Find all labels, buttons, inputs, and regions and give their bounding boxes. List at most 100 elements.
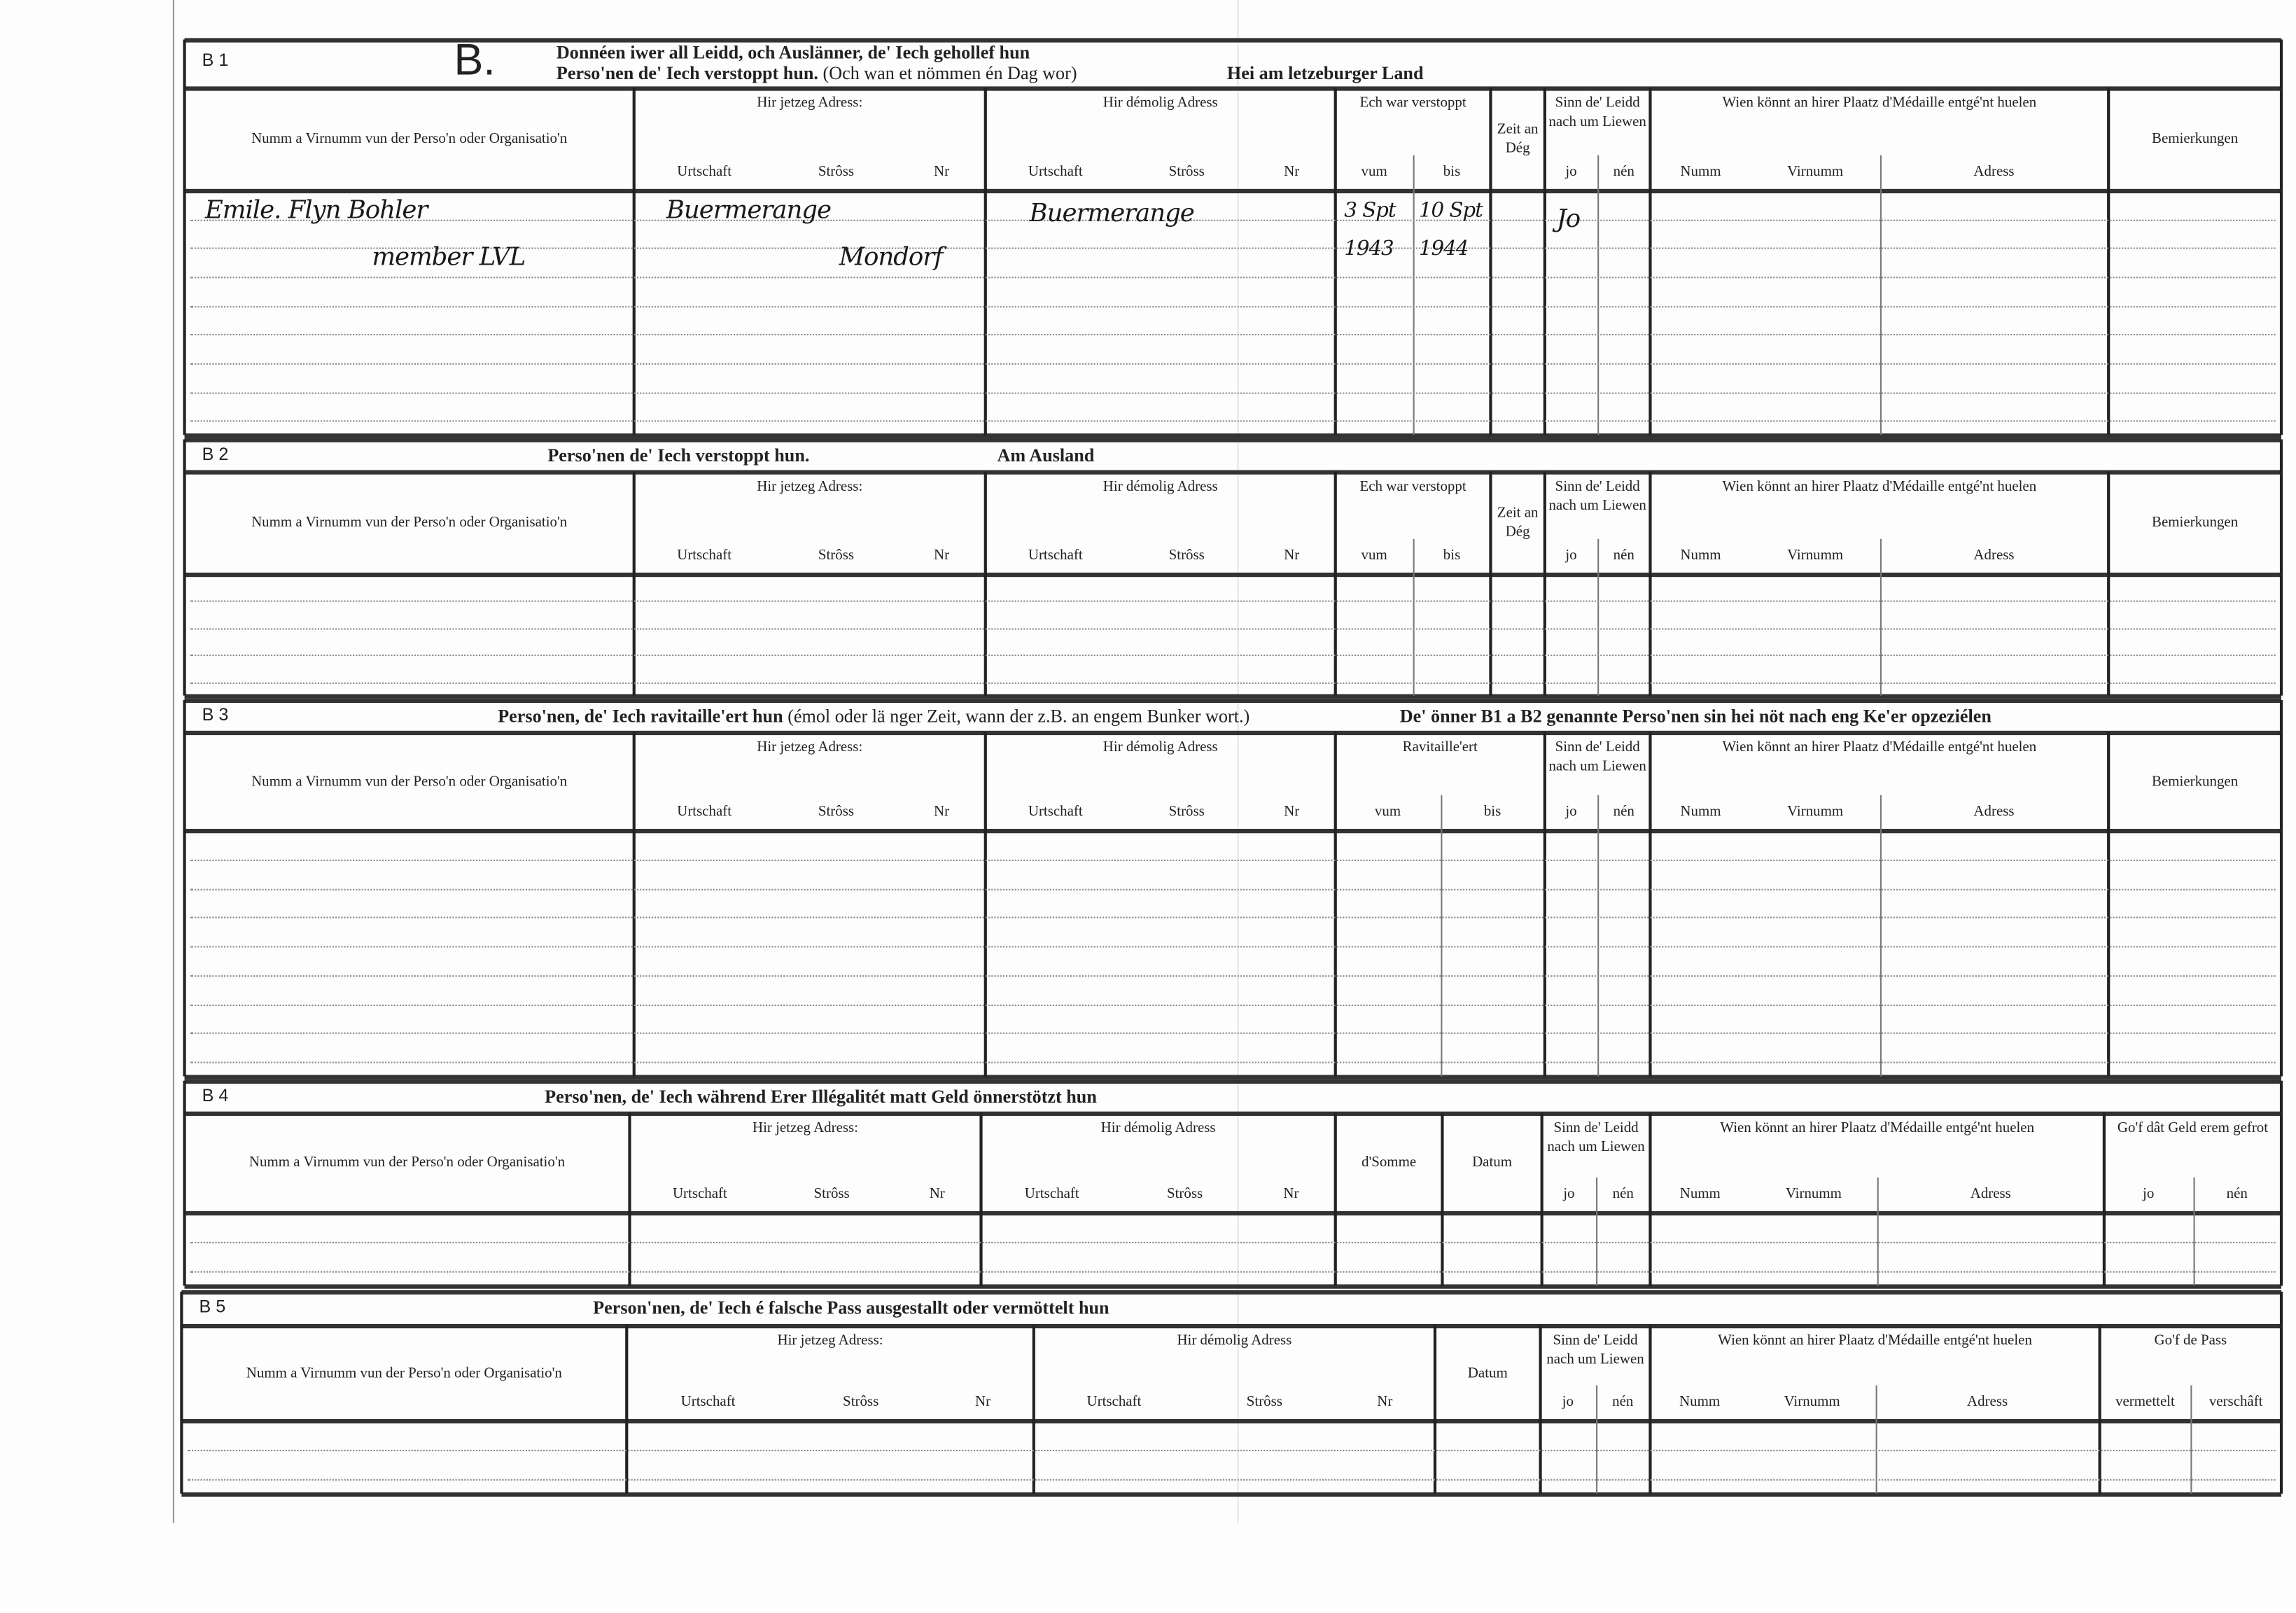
subcolumn-divider [1413, 538, 1415, 696]
column-header: Ech war verstoppt vum bis [1336, 88, 1491, 190]
subcolumn-label: Nr [975, 1394, 991, 1411]
rule [184, 828, 2282, 834]
subcolumn-label: jo [1565, 804, 1577, 821]
handwritten-hidden-from[interactable]: 3 Spt [1344, 199, 1396, 223]
subcolumn-label: Nr [933, 547, 950, 564]
subcolumn-label: jo [2143, 1186, 2155, 1203]
handwritten-current-locality[interactable]: Mondorf [839, 243, 944, 273]
subcolumn-labels: Urtschaft Strôss Nr [629, 1185, 981, 1203]
writing-line [190, 219, 2276, 221]
column-divider [1489, 471, 1492, 696]
column-label: Numm a Virnumm vun der Perso'n oder Orga… [251, 515, 568, 531]
subcolumn-label: nén [1612, 1186, 1634, 1203]
title-text: Perso'nen, de' Iech ravitaille'ert hun [498, 706, 783, 727]
handwritten-name[interactable]: member LVL [372, 243, 526, 273]
rule [184, 433, 2282, 438]
column-label: Wien könnt an hirer Plaatz d'Médaille en… [1718, 1332, 2032, 1349]
subcolumn-label: Strôss [1168, 164, 1205, 181]
column-header: Go'f de Pass vermettelt verschâft [2100, 1325, 2281, 1420]
fold-line [1237, 0, 1239, 1523]
subcolumn-label: Nr [929, 1186, 945, 1203]
column-divider [1543, 732, 1546, 1077]
column-label: Hir démolig Adress [1177, 1332, 1292, 1349]
column-divider [1543, 471, 1546, 696]
section-title: Donnéen iwer all Leidd, och Auslänner, d… [556, 43, 1077, 84]
rule [184, 1284, 2282, 1289]
subcolumn-label: Strôss [818, 547, 854, 564]
column-label: Datum [1467, 1364, 1508, 1381]
subcolumn-labels: Urtschaft Strôss Nr [981, 1185, 1336, 1203]
border-right [2279, 439, 2283, 696]
column-label: Hir démolig Adress [1102, 479, 1218, 496]
handwritten-alive-yes[interactable]: Jo [1556, 204, 1581, 235]
writing-line [190, 1241, 2276, 1243]
column-label: Numm a Virnumm vun der Perso'n oder Orga… [248, 1154, 566, 1171]
column-divider [1441, 1112, 1444, 1286]
title-text: Perso'nen, de' Iech während Erer Illégal… [545, 1087, 1097, 1108]
subcolumn-label: Nr [933, 164, 950, 181]
rule [184, 698, 2282, 704]
section-code: B 1 [202, 50, 229, 71]
column-label: Hir démolig Adress [1102, 739, 1218, 756]
rule [184, 470, 2282, 475]
column-divider [1648, 1112, 1652, 1286]
column-header: Numm a Virnumm vun der Perso'n oder Orga… [185, 1113, 630, 1213]
title-text: Person'nen, de' Iech é falsche Pass ausg… [593, 1297, 1110, 1318]
subcolumn-label: jo [1562, 1394, 1574, 1411]
subcolumn-label: Virnumm [1787, 547, 1844, 564]
column-header: Hir jetzeg Adress: Urtschaft Strôss Nr [634, 472, 986, 574]
column-label: Numm a Virnumm vun der Perso'n oder Orga… [251, 773, 568, 790]
subcolumn-label: Strôss [1166, 1186, 1203, 1203]
title-note: (émol oder lä nger Zeit, wann der z.B. a… [788, 706, 1250, 727]
subcolumn-label: vum [1361, 164, 1387, 181]
handwritten-hidden-until[interactable]: 1944 [1418, 237, 1469, 261]
border-left [180, 1291, 183, 1494]
handwritten-hidden-until[interactable]: 10 Spt [1418, 199, 1483, 223]
column-header: Hir démolig Adress Urtschaft Strôss Nr [986, 732, 1336, 830]
subcolumn-labels: jo nén [1545, 546, 1651, 565]
page-edge [172, 0, 174, 1523]
column-divider [1543, 88, 1546, 435]
title-text: Perso'nen de' Iech verstoppt hun. [547, 445, 810, 466]
writing-line [190, 888, 2276, 890]
handwritten-former-locality[interactable]: Buermerange [1029, 199, 1195, 229]
subcolumn-label: Urtschaft [1086, 1394, 1142, 1411]
column-divider [632, 471, 636, 696]
subcolumn-label: Adress [1973, 804, 2015, 821]
column-label: Sinn de' Leidd nach um Liewen [1548, 479, 1646, 515]
rule [184, 188, 2282, 194]
column-divider [2107, 471, 2110, 696]
subcolumn-divider [1877, 1177, 1879, 1286]
column-header: Hir démolig Adress Urtschaft Strôss Nr [986, 472, 1336, 574]
writing-line [190, 682, 2276, 684]
border-right [2279, 39, 2283, 435]
subcolumn-label: Virnumm [1787, 804, 1844, 821]
title-line: Perso'nen de' Iech verstoppt hun. [547, 445, 809, 466]
subcolumn-label: bis [1443, 547, 1461, 564]
column-divider [983, 88, 987, 435]
column-header: Numm a Virnumm vun der Perso'n oder Orga… [181, 1325, 626, 1420]
border-left [183, 699, 186, 1077]
section-code: B 2 [202, 443, 229, 465]
column-label: Hir jetzeg Adress: [757, 479, 863, 496]
subcolumn-label: Nr [933, 804, 950, 821]
column-divider [1539, 1325, 1542, 1494]
column-label: Ravitaille'ert [1402, 739, 1478, 756]
title-text: Perso'nen de' Iech verstoppt hun. [556, 62, 818, 84]
handwritten-name[interactable]: Emile. Flyn Bohler [204, 196, 428, 226]
handwritten-current-locality[interactable]: Buermerange [666, 196, 832, 226]
column-divider [1648, 471, 1652, 696]
subcolumn-labels: jo nén [2104, 1185, 2281, 1203]
subcolumn-label: vum [1361, 547, 1387, 564]
handwritten-hidden-from[interactable]: 1943 [1344, 237, 1394, 261]
subcolumn-labels: Urtschaft Strôss Nr [634, 162, 986, 181]
column-header: Datum [1435, 1325, 1541, 1420]
writing-line [190, 248, 2276, 250]
section-title: Perso'nen de' Iech verstoppt hun. [547, 445, 809, 466]
section-code: B 4 [202, 1085, 229, 1106]
writing-line [190, 1061, 2276, 1063]
column-label: Wien könnt an hirer Plaatz d'Médaille en… [1722, 739, 2037, 756]
column-divider [1334, 471, 1337, 696]
column-label: Bemierkungen [2152, 773, 2239, 790]
